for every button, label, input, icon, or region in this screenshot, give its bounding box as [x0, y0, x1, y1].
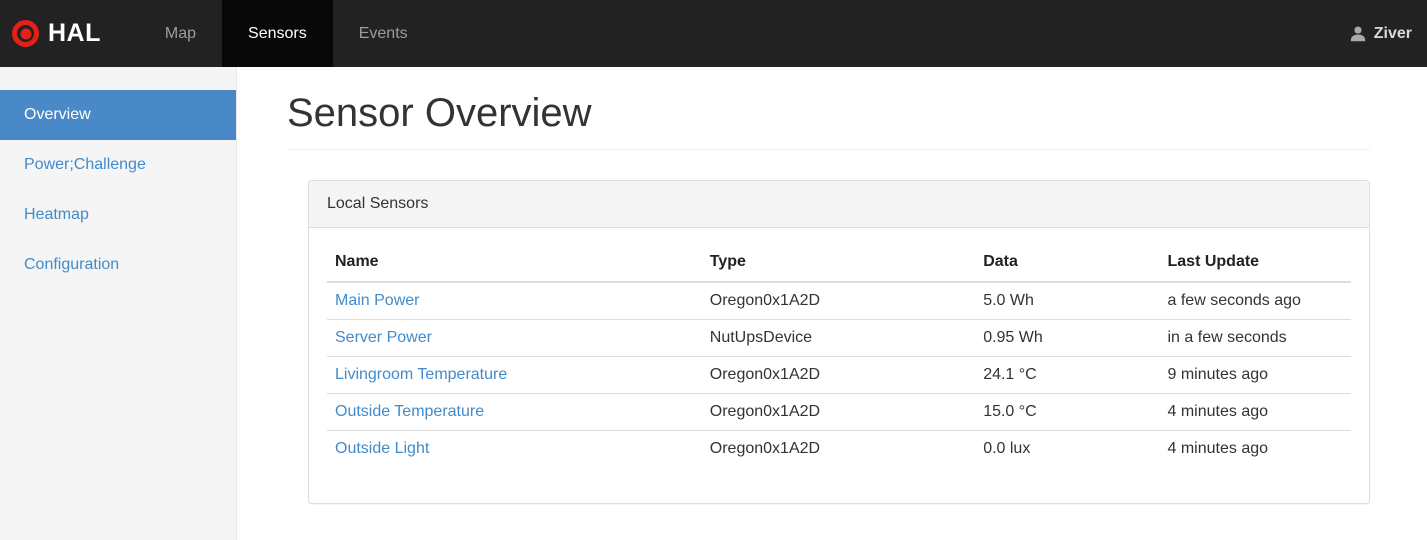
sensor-data-cell: 0.0 lux: [975, 430, 1160, 467]
top-navbar: HAL Map Sensors Events Ziver: [0, 0, 1427, 67]
sidebar-item-power-challenge[interactable]: Power;Challenge: [24, 156, 146, 173]
page-body: Overview Power;Challenge Heatmap Configu…: [0, 67, 1427, 540]
nav-item-events[interactable]: Events: [358, 24, 408, 42]
sensor-name-link[interactable]: Outside Light: [335, 440, 430, 457]
local-sensors-panel: Local Sensors Name Type Data Last Update…: [308, 180, 1370, 504]
table-row: Main Power Oregon0x1A2D 5.0 Wh a few sec…: [327, 282, 1351, 320]
sidebar: Overview Power;Challenge Heatmap Configu…: [0, 67, 237, 540]
sensor-type-cell: Oregon0x1A2D: [709, 292, 821, 309]
table-row: Server Power NutUpsDevice 0.95 Wh in a f…: [327, 319, 1351, 357]
user-name: Ziver: [1373, 24, 1412, 42]
main-content: Sensor Overview Local Sensors Name Type …: [237, 67, 1427, 540]
user-icon: [1350, 25, 1365, 41]
sensor-name-link[interactable]: Server Power: [335, 329, 432, 346]
table-row: Outside Temperature Oregon0x1A2D 15.0 °C…: [327, 393, 1351, 431]
table-row: Outside Light Oregon0x1A2D 0.0 lux 4 min…: [327, 430, 1351, 467]
sensor-data-cell: 5.0 Wh: [983, 292, 1034, 309]
sensor-type-cell: NutUpsDevice: [701, 319, 976, 357]
panel-body: Name Type Data Last Update Main Power Or…: [309, 228, 1369, 503]
column-header-type: Type: [701, 243, 976, 283]
nav-item-map[interactable]: Map: [164, 24, 197, 42]
sensor-last-update-cell: 9 minutes ago: [1159, 356, 1351, 394]
sensor-last-update-cell: a few seconds ago: [1167, 292, 1301, 309]
brand[interactable]: HAL: [0, 0, 117, 67]
sensor-last-update-cell: in a few seconds: [1159, 319, 1351, 357]
sidebar-item-heatmap[interactable]: Heatmap: [24, 206, 89, 223]
nav-item-sensors[interactable]: Sensors: [222, 0, 333, 67]
hal-bullseye-logo-icon: [12, 20, 39, 47]
table-row: Livingroom Temperature Oregon0x1A2D 24.1…: [327, 356, 1351, 394]
sensor-last-update-cell: 4 minutes ago: [1159, 430, 1351, 467]
sensor-name-link[interactable]: Outside Temperature: [335, 403, 485, 420]
sensor-type-cell: Oregon0x1A2D: [701, 393, 976, 431]
sensor-name-link[interactable]: Main Power: [335, 292, 420, 309]
page-title: Sensor Overview: [287, 67, 1370, 150]
column-header-name: Name: [327, 243, 702, 283]
sensor-data-cell: 0.95 Wh: [975, 319, 1160, 357]
sidebar-item-overview[interactable]: Overview: [0, 90, 236, 140]
column-header-data: Data: [975, 243, 1160, 283]
panel-title: Local Sensors: [309, 181, 1369, 228]
sensor-name-link[interactable]: Livingroom Temperature: [335, 366, 508, 383]
sensor-type-cell: Oregon0x1A2D: [701, 356, 976, 394]
primary-nav: Map Sensors Events: [139, 0, 434, 67]
sensor-last-update-cell: 4 minutes ago: [1159, 393, 1351, 431]
sensors-table-body: Main Power Oregon0x1A2D 5.0 Wh a few sec…: [327, 282, 1351, 467]
column-header-last-update: Last Update: [1159, 243, 1351, 283]
brand-label: HAL: [48, 19, 101, 47]
sensor-data-cell: 24.1 °C: [975, 356, 1160, 394]
user-menu[interactable]: Ziver: [1334, 0, 1427, 67]
sensor-data-cell: 15.0 °C: [975, 393, 1160, 431]
sidebar-item-configuration[interactable]: Configuration: [24, 256, 120, 273]
sensors-table: Name Type Data Last Update Main Power Or…: [327, 243, 1351, 467]
sensor-type-cell: Oregon0x1A2D: [701, 430, 976, 467]
